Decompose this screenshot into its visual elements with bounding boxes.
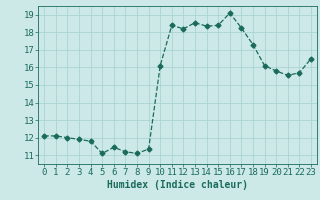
X-axis label: Humidex (Indice chaleur): Humidex (Indice chaleur) [107,180,248,190]
